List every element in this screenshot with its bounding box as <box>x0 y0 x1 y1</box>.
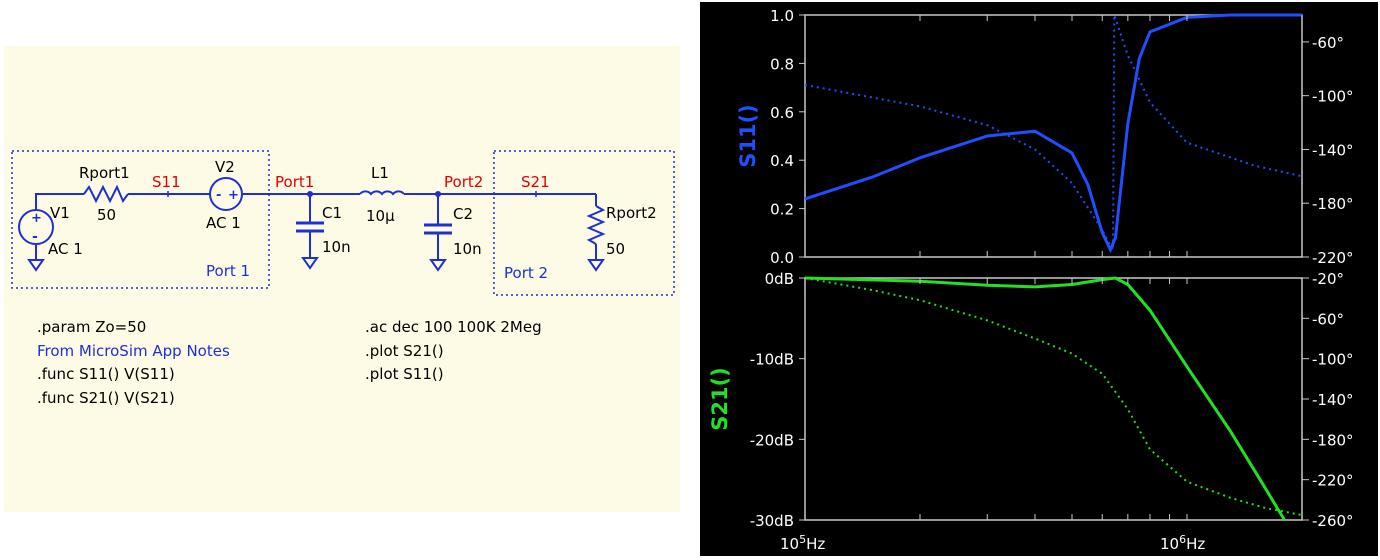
v2-name: V2 <box>215 158 235 176</box>
rport2-value: 50 <box>606 240 625 258</box>
s11-phase-line <box>804 14 1303 251</box>
ground-icons <box>27 257 605 272</box>
axis-tick-label: -260° <box>1312 512 1354 530</box>
c1-value: 10n <box>322 238 351 256</box>
port1-box[interactable] <box>11 150 270 289</box>
c2-name: C2 <box>453 205 473 223</box>
s21-phase-line <box>804 277 1303 516</box>
axis-tick-label: -20° <box>1312 270 1344 288</box>
ground-icon <box>429 259 447 272</box>
v2-symbol[interactable]: - + <box>209 177 243 211</box>
x-tick-1meg: 106Hz <box>1160 533 1205 553</box>
rport2-symbol[interactable] <box>586 205 606 245</box>
svg-text:-: - <box>32 229 38 245</box>
x-tick-100k: 105Hz <box>780 533 825 553</box>
s11-pane[interactable] <box>804 14 1303 258</box>
rport1-name: Rport1 <box>79 164 130 182</box>
port2-box[interactable] <box>493 150 675 296</box>
axis-tick-label: -180° <box>1312 195 1354 213</box>
junction-dots <box>307 191 441 197</box>
schematic-panel[interactable]: Port 1 Port 2 Rport1 50 + - V1 AC 1 - + … <box>4 46 680 512</box>
schematic-canvas: Port 1 Port 2 Rport1 50 + - V1 AC 1 - + … <box>11 150 675 407</box>
net-label-port2[interactable]: Port2 <box>444 173 483 191</box>
v1-symbol[interactable]: + - <box>18 209 54 245</box>
s11-trace-label[interactable]: S11() <box>736 104 760 168</box>
s11-right-axis: -60° -100° -140° -180° -220° <box>1302 34 1354 267</box>
axis-tick-label: 0.2 <box>770 201 794 219</box>
l1-value: 10µ <box>366 207 395 225</box>
axis-tick-label: -60° <box>1312 310 1344 328</box>
s21-magnitude-line <box>804 276 1286 521</box>
rport1-value: 50 <box>97 206 116 224</box>
rport1-symbol[interactable] <box>83 184 129 204</box>
c2-value: 10n <box>453 240 482 258</box>
svg-text:106Hz: 106Hz <box>1160 533 1205 553</box>
s21-pane[interactable] <box>804 277 1303 521</box>
v2-value: AC 1 <box>206 214 241 232</box>
svg-text:-: - <box>216 188 221 203</box>
s11-magnitude-line <box>804 13 1302 254</box>
rport2-name: Rport2 <box>606 204 657 222</box>
axis-tick-label: -10dB <box>750 351 794 369</box>
axis-tick-label: 0.8 <box>770 55 794 73</box>
axis-tick-label: -180° <box>1312 431 1354 449</box>
x-minor-ticks <box>804 15 1303 520</box>
net-ticks <box>167 191 537 197</box>
axis-tick-label: -60° <box>1312 34 1344 52</box>
s21-right-axis: -20° -60° -100° -140° -180° -220° -260° <box>1302 270 1354 530</box>
s11-left-axis: 1.0 0.8 0.6 0.4 0.2 0.0 <box>770 7 805 267</box>
directive-ac[interactable]: .ac dec 100 100K 2Meg <box>365 318 542 336</box>
directive-func-s21[interactable]: .func S21() V(S21) <box>37 389 175 407</box>
svg-text:+: + <box>228 188 239 203</box>
waveform-viewer[interactable]: 1.0 0.8 0.6 0.4 0.2 0.0 -60° -100° -140° -180° -2… <box>700 2 1378 556</box>
net-label-s21[interactable]: S21 <box>521 173 550 191</box>
axis-tick-label: -140° <box>1312 391 1354 409</box>
c2-symbol[interactable] <box>424 223 452 235</box>
axis-tick-label: -220° <box>1312 472 1354 490</box>
l1-name: L1 <box>371 164 389 182</box>
ground-icon <box>27 259 45 272</box>
ground-icon <box>301 257 319 270</box>
l1-symbol[interactable] <box>359 190 405 196</box>
directive-param[interactable]: .param Zo=50 <box>37 318 146 336</box>
axis-tick-label: -100° <box>1312 351 1354 369</box>
axis-tick-label: -30dB <box>750 512 794 530</box>
svg-text:105Hz: 105Hz <box>780 533 825 553</box>
v1-value: AC 1 <box>48 240 83 258</box>
directive-func-s11[interactable]: .func S11() V(S11) <box>37 365 175 383</box>
net-label-s11[interactable]: S11 <box>152 173 181 191</box>
s21-trace-label[interactable]: S21() <box>708 367 732 431</box>
c1-name: C1 <box>322 204 342 222</box>
axis-tick-label: -220° <box>1312 249 1354 267</box>
s21-left-axis: 0dB -10dB -20dB -30dB <box>750 270 805 530</box>
comment-microsim[interactable]: From MicroSim App Notes <box>37 342 230 360</box>
port2-box-label: Port 2 <box>504 264 548 282</box>
axis-tick-label: 0.6 <box>770 104 794 122</box>
axis-tick-label: 0.4 <box>770 152 794 170</box>
svg-text:+: + <box>31 211 42 226</box>
axis-tick-label: -140° <box>1312 141 1354 159</box>
axis-tick-label: 1.0 <box>770 7 794 25</box>
c1-symbol[interactable] <box>296 221 324 233</box>
axis-tick-label: 0.0 <box>770 249 794 267</box>
axis-tick-label: -100° <box>1312 88 1354 106</box>
axis-tick-label: -20dB <box>750 431 794 449</box>
ground-icon <box>587 259 605 272</box>
directive-plot-s11[interactable]: .plot S11() <box>365 365 444 383</box>
axis-tick-label: 0dB <box>765 270 794 288</box>
port1-box-label: Port 1 <box>206 262 250 280</box>
waveform-canvas: 1.00.80.60.40.20.0 -60°-100°-140°-180°-2… <box>708 7 1354 553</box>
v1-name: V1 <box>50 204 70 222</box>
net-label-port1[interactable]: Port1 <box>275 173 314 191</box>
directive-plot-s21[interactable]: .plot S21() <box>365 342 444 360</box>
wires <box>35 193 597 260</box>
